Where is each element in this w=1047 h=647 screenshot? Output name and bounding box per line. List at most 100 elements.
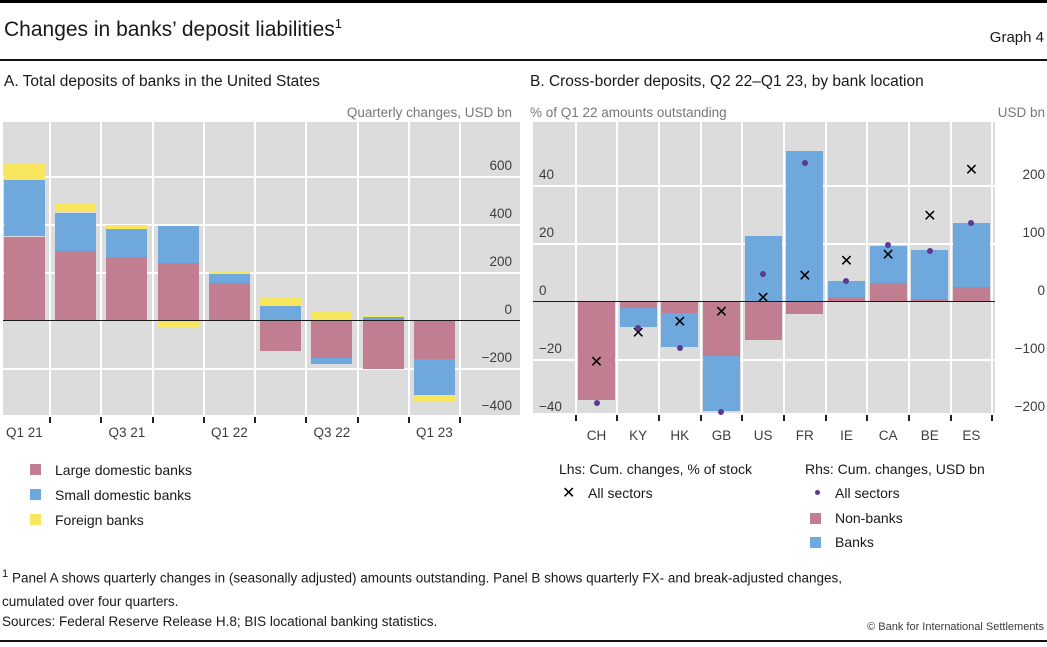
bar-segment-non-banks-hk: [661, 301, 699, 313]
axis-tick-mark: [151, 417, 154, 423]
footnote-line1: Panel A shows quarterly changes in (seas…: [12, 570, 843, 586]
y-axis-label-40: 40: [539, 166, 555, 182]
x-axis-label-ca: CA: [878, 428, 898, 443]
axis-tick-mark: [305, 417, 308, 423]
bar-segment-foreign-banks-q4-22: [362, 314, 404, 317]
all-sectors-x-marker-fr: ✕: [798, 268, 812, 286]
x-axis-label-ky: KY: [629, 428, 648, 443]
bar-segment-small-domestic-banks-q4-21: [157, 225, 199, 264]
all-sectors-dot-marker-es: [968, 220, 975, 227]
axis-tick-mark: [616, 415, 619, 421]
x-axis-label-q3-22: Q3 22: [313, 425, 351, 440]
bar-segment-foreign-banks-q2-21: [55, 203, 97, 213]
axis-tick-mark: [254, 417, 256, 423]
bar-segment-non-banks-ie: [827, 296, 865, 302]
bar-segment-foreign-banks-q1-22: [208, 270, 250, 275]
axis-tick-mark: [49, 417, 51, 423]
axis-tick-mark: [824, 415, 827, 421]
panel-b-right-unit-label: USD bn: [997, 105, 1045, 120]
x-axis-label-fr: FR: [795, 428, 814, 443]
y-axis-label-0: 0: [504, 301, 512, 317]
vertical-gridline: [866, 122, 869, 413]
bar-segment-small-domestic-banks-q2-22: [260, 305, 302, 321]
footnote-superscript: 1: [334, 16, 342, 31]
bar-segment-non-banks-ky: [619, 301, 657, 309]
x-axis-label-q1-23: Q1 23: [416, 425, 453, 440]
bar-segment-banks-ie: [827, 281, 865, 297]
x-axis-label-us: US: [753, 428, 773, 443]
horizontal-gridline: [533, 184, 995, 187]
bar-segment-non-banks-gb: [702, 301, 740, 356]
axis-tick-mark: [699, 415, 702, 421]
sources-line: Sources: Federal Reserve Release H.8; BI…: [2, 614, 438, 629]
horizontal-gridline: [3, 271, 520, 274]
dot-marker-icon: [815, 490, 820, 495]
vertical-gridline: [202, 122, 205, 415]
y-axis-label-−20: −20: [539, 340, 562, 356]
x-axis-label-q3-21: Q3 21: [108, 425, 146, 440]
vertical-gridline: [151, 122, 154, 415]
legend-swatch-foreign: [30, 514, 41, 525]
legend-label-banks: Banks: [835, 534, 874, 550]
axis-tick-mark: [100, 417, 103, 423]
y-axis-label-400: 400: [489, 205, 512, 221]
panel-b-left-unit-label: % of Q1 22 amounts outstanding: [530, 105, 727, 120]
axis-tick-mark: [949, 415, 952, 421]
all-sectors-dot-marker-ie: [843, 277, 850, 284]
axis-tick-mark: [407, 417, 410, 423]
all-sectors-dot-marker-us: [760, 271, 767, 278]
bar-segment-large-domestic-banks-q4-21: [157, 263, 199, 321]
footnote-marker: 1: [2, 568, 9, 580]
axis-tick-mark: [459, 417, 461, 423]
all-sectors-dot-marker-ca: [885, 242, 892, 249]
bar-segment-small-domestic-banks-q4-22: [362, 316, 404, 321]
copyright-notice: © Bank for International Settlements: [867, 621, 1044, 633]
bar-segment-non-banks-be: [911, 299, 949, 302]
right-y-axis-label-200: 200: [1022, 166, 1045, 182]
y-axis-label-−200: −200: [481, 349, 512, 365]
bar-segment-banks-fr: [786, 150, 824, 302]
vertical-gridline: [305, 122, 308, 415]
panel-a-header: A. Total deposits of banks in the United…: [4, 73, 320, 90]
axis-tick-mark: [991, 415, 994, 421]
x-axis-label-be: BE: [920, 428, 939, 443]
bar-segment-banks-es: [952, 223, 990, 287]
panel-a-unit-label: Quarterly changes, USD bn: [346, 105, 512, 120]
bar-segment-large-domestic-banks-q2-21: [55, 250, 97, 321]
axis-tick-mark: [658, 415, 661, 421]
axis-tick-mark: [356, 417, 359, 423]
x-axis-label-q1-21: Q1 21: [6, 425, 43, 440]
right-y-axis-label-100: 100: [1022, 224, 1045, 240]
axis-tick-mark: [866, 415, 869, 421]
top-black-bar: [0, 0, 1047, 3]
bar-segment-foreign-banks-q1-21: [3, 162, 45, 181]
legend-lhs-all-sectors-label: All sectors: [588, 485, 653, 501]
vertical-gridline: [254, 122, 256, 415]
bar-segment-banks-gb: [702, 355, 740, 411]
vertical-gridline: [699, 122, 702, 413]
bar-segment-large-domestic-banks-q3-22: [311, 320, 353, 358]
horizontal-gridline: [3, 367, 520, 370]
vertical-gridline: [907, 122, 910, 413]
vertical-gridline: [574, 122, 577, 413]
all-sectors-x-marker-us: ✕: [756, 290, 770, 308]
all-sectors-x-marker-ca: ✕: [881, 246, 895, 264]
bar-segment-large-domestic-banks-q1-21: [3, 236, 45, 321]
bar-segment-banks-ca: [869, 245, 907, 284]
legend-swatch-banks: [810, 537, 821, 548]
all-sectors-x-marker-ie: ✕: [839, 252, 854, 270]
vertical-gridline: [356, 122, 359, 415]
all-sectors-dot-marker-be: [926, 247, 933, 254]
bar-segment-small-domestic-banks-q3-21: [106, 229, 148, 257]
bar-segment-banks-hk: [661, 312, 699, 348]
bar-segment-banks-us: [744, 235, 782, 302]
bar-segment-large-domestic-banks-q2-22: [260, 320, 302, 352]
x-axis-label-ie: IE: [840, 428, 853, 443]
x-axis-label-ch: CH: [586, 428, 607, 443]
legend-lhs-title: Lhs: Cum. changes, % of stock: [559, 461, 752, 477]
bar-segment-small-domestic-banks-q1-23: [413, 358, 455, 396]
y-axis-label-200: 200: [489, 253, 512, 269]
bar-segment-non-banks-us: [744, 301, 782, 340]
bar-segment-small-domestic-banks-q1-22: [208, 274, 250, 283]
bar-segment-non-banks-ch: [578, 301, 615, 401]
